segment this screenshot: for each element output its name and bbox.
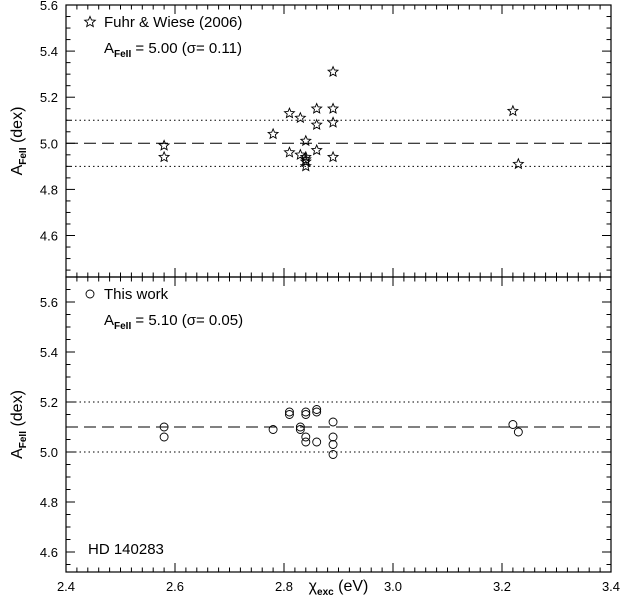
bottom-panel: 4.6 4.8 5.0 5.2 5.4 5.6 AFeII (dex) This work AF… <box>9 276 612 573</box>
y-tick-label: 4.8 <box>40 495 58 510</box>
y-tick-label: 5.6 <box>40 0 58 13</box>
y-tick-label: 5.0 <box>40 136 58 151</box>
top-panel: 4.6 4.8 5.0 5.2 5.4 5.6 AFeII (dex) Fuhr & Wies… <box>9 0 612 278</box>
data-point-circle <box>159 432 169 442</box>
data-point-circle <box>513 427 523 437</box>
data-point-star <box>283 106 296 119</box>
data-point-star <box>299 159 312 172</box>
data-point-star <box>310 102 323 114</box>
x-axis: 2.4 2.6 2.8 3.0 3.2 3.4 χexc (eV) <box>57 578 620 596</box>
data-point-circle <box>328 440 338 449</box>
data-point-circle <box>328 450 338 459</box>
data-point-circle <box>285 410 294 419</box>
data-point-circle <box>312 405 322 414</box>
y-tick-label: 5.0 <box>40 445 58 460</box>
data-point-star <box>267 127 280 140</box>
legend-label: Fuhr & Wiese (2006) <box>104 14 242 31</box>
data-point-star <box>512 157 525 170</box>
data-point-circle <box>268 425 278 434</box>
y-tick-label: 4.6 <box>40 229 58 244</box>
data-point-star <box>326 102 340 114</box>
data-point-circle <box>508 420 518 429</box>
data-point-star <box>326 150 340 163</box>
y-tick-label: 5.4 <box>40 44 58 59</box>
abundance-label: AFeII = 5.00 (σ= 0.11) <box>104 40 242 60</box>
y-tick-label: 4.8 <box>40 182 58 197</box>
data-point-circle <box>328 417 338 427</box>
data-point-star <box>299 155 312 167</box>
data-point-star <box>506 104 519 117</box>
legend-star-marker <box>83 15 97 28</box>
x-tick-label: 3.0 <box>384 579 402 594</box>
x-tick-label: 2.6 <box>166 579 184 594</box>
data-point-star <box>299 134 312 147</box>
data-point-star <box>299 150 312 163</box>
y-tick-label: 5.4 <box>40 345 58 360</box>
data-point-circle <box>301 407 311 417</box>
data-point-circle <box>295 425 305 434</box>
data-point-star <box>326 116 340 128</box>
data-point-star <box>294 111 307 124</box>
data-point-circle <box>301 437 311 447</box>
x-axis-label: χexc (eV) <box>309 578 369 596</box>
legend-label: This work <box>104 286 169 303</box>
data-point-circle <box>285 407 294 417</box>
data-point-star <box>158 150 171 163</box>
y-axis-label: AFeII (dex) <box>9 390 29 459</box>
data-point-star <box>283 146 296 158</box>
star-name-annotation: HD 140283 <box>88 541 164 558</box>
y-tick-label: 4.6 <box>40 545 58 560</box>
data-point-circle <box>301 432 311 442</box>
data-point-star <box>326 65 340 77</box>
y-axis-label: AFeII (dex) <box>9 107 29 176</box>
data-point-circle <box>328 432 338 442</box>
legend-circle-marker <box>85 289 95 299</box>
data-point-star <box>294 148 307 160</box>
data-point-circle <box>312 437 322 447</box>
x-tick-label: 3.4 <box>602 579 620 594</box>
data-point-circle <box>312 407 322 417</box>
data-point-circle <box>301 410 311 419</box>
y-tick-label: 5.2 <box>40 395 58 410</box>
x-tick-label: 2.8 <box>275 579 293 594</box>
data-point-circle <box>295 422 305 432</box>
x-tick-label: 3.2 <box>493 579 511 594</box>
data-point-circle <box>159 422 169 432</box>
x-tick-label: 2.4 <box>57 579 75 594</box>
data-point-star <box>310 118 323 131</box>
y-tick-label: 5.2 <box>40 90 58 105</box>
abundance-label: AFeII = 5.10 (σ= 0.05) <box>104 312 243 332</box>
data-point-star <box>310 143 323 156</box>
data-point-star <box>158 139 171 151</box>
y-tick-label: 5.6 <box>40 295 58 310</box>
